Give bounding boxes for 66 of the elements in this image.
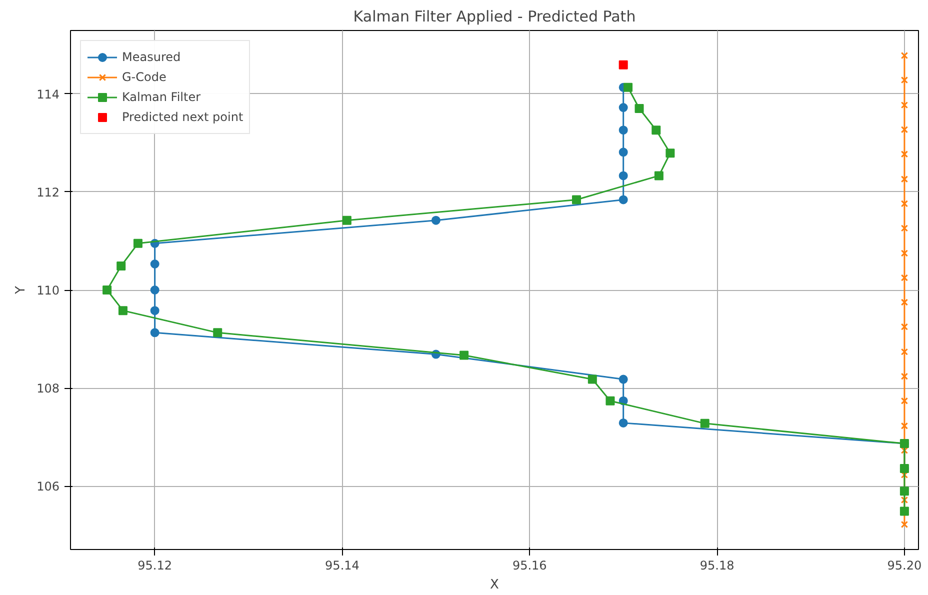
chart-title: Kalman Filter Applied - Predicted Path <box>353 8 636 26</box>
x-axis-title: X <box>490 578 500 592</box>
point <box>133 238 142 248</box>
point <box>900 372 908 380</box>
point <box>150 328 160 338</box>
x-tick-label: 95.14 <box>325 558 360 572</box>
point <box>900 496 908 504</box>
point <box>900 506 909 516</box>
point <box>588 374 597 384</box>
point <box>900 397 908 404</box>
point <box>652 126 661 135</box>
point <box>606 396 615 406</box>
point <box>102 286 112 294</box>
point <box>460 350 469 360</box>
point <box>624 82 633 92</box>
point <box>900 101 908 109</box>
x-tick-label: 95.20 <box>887 558 922 572</box>
point <box>618 418 628 428</box>
point <box>900 150 908 158</box>
point <box>900 76 908 84</box>
point <box>900 323 908 330</box>
point <box>150 286 160 294</box>
y-tick-label: 114 <box>36 87 60 102</box>
point <box>900 200 908 208</box>
point <box>618 126 628 135</box>
point <box>900 520 908 528</box>
point <box>618 103 628 112</box>
point <box>900 52 908 60</box>
y-tick-label: 112 <box>36 185 60 200</box>
point <box>654 171 664 180</box>
point <box>900 486 909 496</box>
point <box>618 195 628 204</box>
point <box>618 60 628 70</box>
x-tick-label: 95.16 <box>512 558 547 572</box>
point <box>431 216 440 225</box>
point <box>618 171 628 180</box>
point <box>618 374 628 384</box>
legend-label: Predicted next point <box>122 110 244 124</box>
x-tick-label: 95.12 <box>138 558 172 572</box>
point <box>900 422 908 430</box>
point <box>118 306 128 316</box>
point <box>150 260 160 268</box>
x-tick-label: 95.18 <box>700 558 734 572</box>
point <box>666 148 675 158</box>
point <box>900 348 908 356</box>
point <box>213 328 222 338</box>
point <box>900 250 908 257</box>
point <box>900 224 908 232</box>
point <box>342 216 352 225</box>
point <box>900 274 908 282</box>
point <box>150 306 160 316</box>
legend-label: Measured <box>122 50 181 64</box>
legend-label: Kalman Filter <box>122 90 201 104</box>
point <box>900 126 908 134</box>
point <box>700 418 710 428</box>
point <box>634 104 644 113</box>
legend-label: G-Code <box>122 70 166 84</box>
point <box>900 176 908 183</box>
point <box>900 298 908 306</box>
y-axis-title: Y <box>14 286 29 295</box>
y-tick-label: 106 <box>36 480 60 494</box>
y-tick-label: 108 <box>36 382 60 396</box>
y-tick-label: 110 <box>36 284 60 298</box>
point <box>116 261 126 270</box>
point <box>572 195 581 204</box>
point <box>618 148 628 157</box>
